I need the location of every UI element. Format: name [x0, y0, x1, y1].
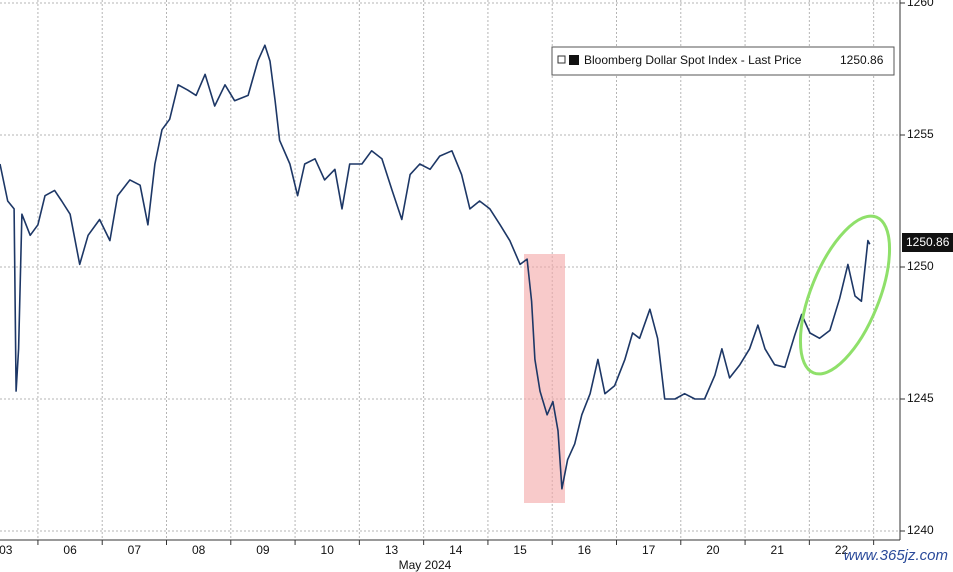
- last-price-badge: [902, 233, 953, 252]
- y-tick-label: 1255: [907, 127, 934, 141]
- x-tick-label: 10: [321, 543, 335, 557]
- y-tick-label: 1260: [907, 0, 934, 9]
- line-layer: [0, 44, 871, 490]
- x-tick-label: 22: [835, 543, 849, 557]
- legend-swatch: [569, 55, 579, 65]
- highlight-ellipse: [798, 214, 892, 376]
- x-tick-label: 03: [0, 543, 13, 557]
- x-axis-label: May 2024: [399, 558, 452, 572]
- x-tick-label: 07: [128, 543, 142, 557]
- y-tick-label: 1250: [907, 259, 934, 273]
- y-tick-label: 1240: [907, 523, 934, 537]
- price-line: [0, 44, 871, 490]
- x-tick-label: 15: [513, 543, 527, 557]
- legend-label: Bloomberg Dollar Spot Index - Last Price: [584, 53, 802, 67]
- x-tick-label: 21: [771, 543, 785, 557]
- x-tick-label: 06: [63, 543, 77, 557]
- legend-value: 1250.86: [840, 53, 884, 67]
- legend: Bloomberg Dollar Spot Index - Last Price…: [551, 46, 895, 76]
- last-price-label: 1250.86: [906, 235, 950, 249]
- legend-box: [551, 46, 895, 76]
- x-tick-label: 08: [192, 543, 206, 557]
- x-tick-label: 13: [385, 543, 399, 557]
- x-tick-label: 14: [449, 543, 463, 557]
- x-tick-label: 20: [706, 543, 720, 557]
- x-tick-label: 17: [642, 543, 656, 557]
- x-tick-label: 16: [578, 543, 592, 557]
- x-tick-label: 09: [256, 543, 270, 557]
- axes: 1240 1245 1250 1255 1260 03 06 07 08 09 10 13 14 15 16…: [0, 0, 934, 557]
- watermark: www.365jz.com: [844, 547, 948, 564]
- y-tick-label: 1245: [907, 391, 934, 405]
- legend-icon: [557, 55, 566, 64]
